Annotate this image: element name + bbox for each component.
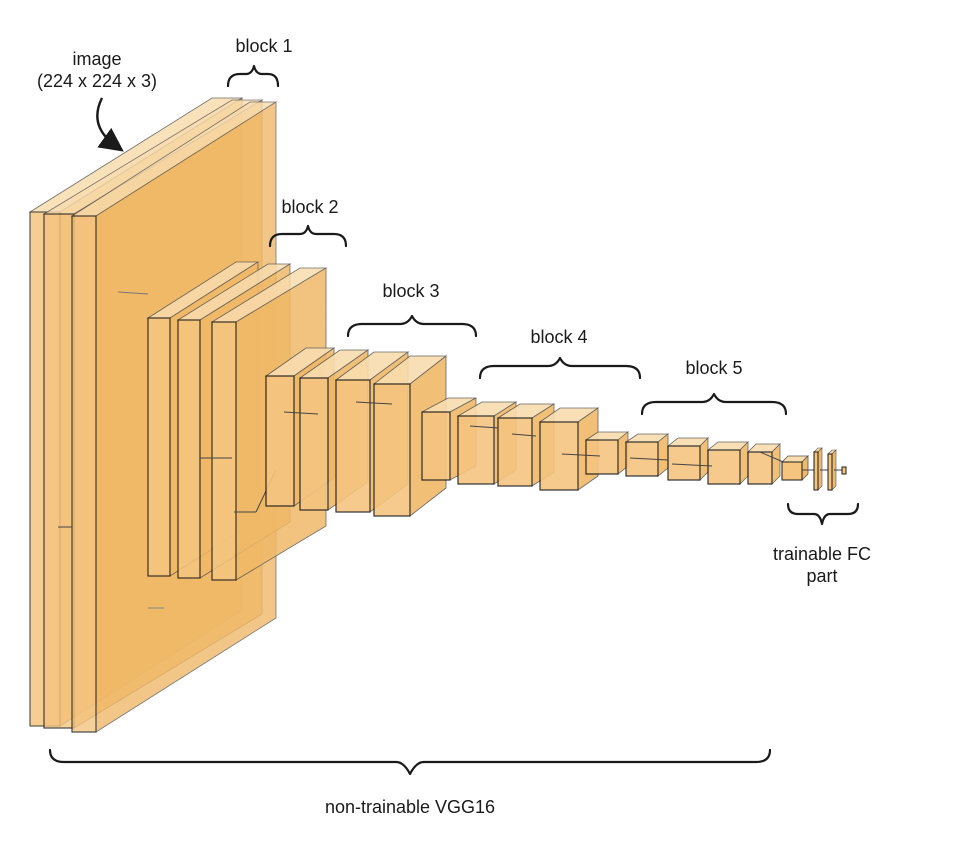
brace-base bbox=[48, 748, 772, 776]
block-3-label: block 3 bbox=[382, 281, 440, 301]
input-arrow bbox=[96, 97, 124, 152]
flatten-layer bbox=[781, 455, 809, 481]
block-4-layers bbox=[421, 397, 600, 491]
block-2-label: block 2 bbox=[281, 197, 339, 217]
layer-5e bbox=[747, 443, 781, 485]
block-5-label: block 5 bbox=[685, 358, 743, 378]
layer-5b bbox=[624, 433, 670, 477]
layer-5c bbox=[666, 437, 709, 481]
block-4-label: block 4 bbox=[530, 327, 588, 347]
base-model-label: non-trainable VGG16 bbox=[324, 797, 496, 817]
fc-label-line-2: part bbox=[806, 566, 838, 586]
block-1-label: block 1 bbox=[235, 36, 293, 56]
layer-5d bbox=[706, 441, 749, 485]
brace-block-4 bbox=[478, 356, 642, 380]
brace-block-5 bbox=[640, 392, 788, 416]
input-label: image (224 x 224 x 3) bbox=[22, 48, 172, 92]
fc-layers bbox=[781, 447, 847, 491]
block-5-layers bbox=[561, 431, 789, 485]
brace-block-3 bbox=[346, 314, 478, 338]
output-layer bbox=[841, 466, 847, 475]
fc-label: trainable FC part bbox=[752, 543, 892, 587]
brace-fc bbox=[786, 502, 860, 526]
input-label-line-1: image bbox=[72, 49, 122, 69]
fc-layer-1 bbox=[813, 447, 823, 491]
input-label-line-2: (224 x 224 x 3) bbox=[36, 71, 158, 91]
fc-label-line-1: trainable FC bbox=[772, 544, 872, 564]
layer-5a bbox=[584, 431, 630, 475]
block-3-layers bbox=[264, 347, 448, 517]
brace-block-1 bbox=[226, 64, 280, 88]
brace-block-2 bbox=[268, 224, 348, 248]
